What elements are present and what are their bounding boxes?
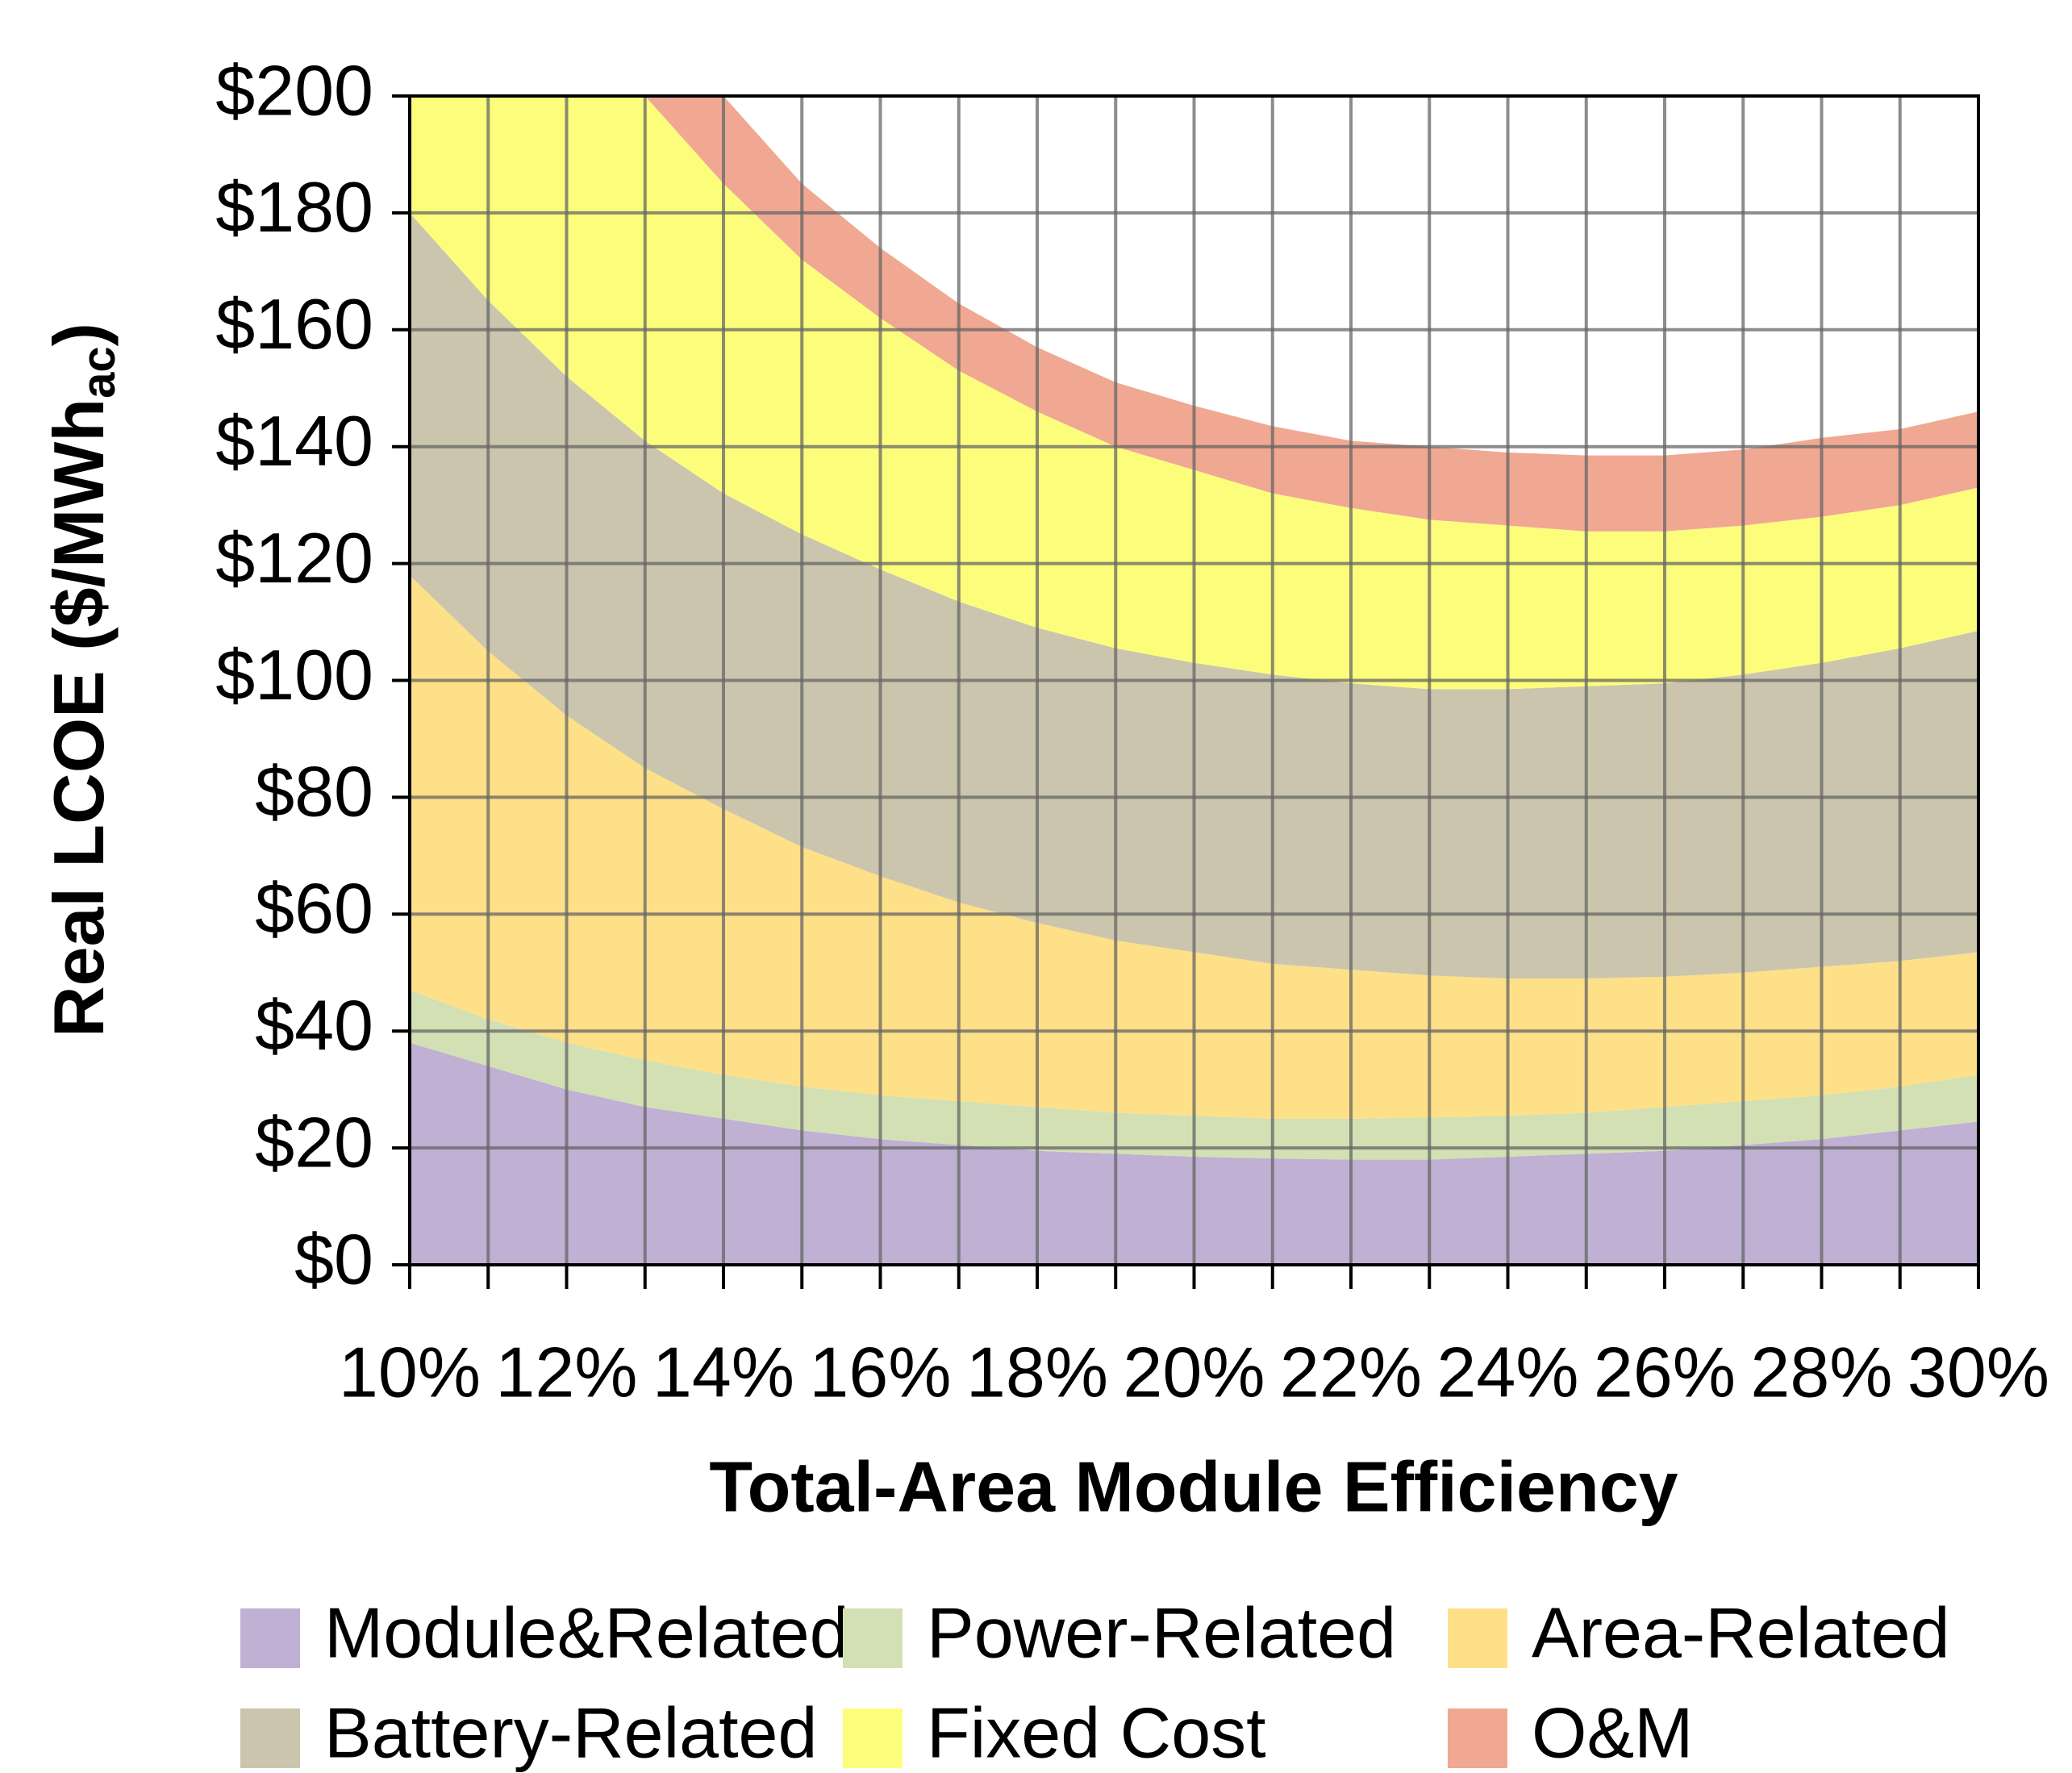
legend-swatch bbox=[240, 1708, 300, 1768]
y-axis-title: Real LCOE ($/MWhac) bbox=[39, 323, 125, 1037]
x-tick-label: 26% bbox=[1594, 1332, 1736, 1412]
x-tick-label: 18% bbox=[966, 1332, 1108, 1412]
y-tick-label: $60 bbox=[255, 869, 373, 949]
legend-swatch bbox=[843, 1708, 903, 1768]
y-tick-label: $100 bbox=[215, 635, 373, 715]
x-tick-label: 22% bbox=[1280, 1332, 1422, 1412]
y-tick-label: $0 bbox=[294, 1219, 373, 1299]
y-tick-label: $20 bbox=[255, 1102, 373, 1182]
legend-label: Module&Related bbox=[324, 1592, 849, 1672]
y-axis-title-end: ) bbox=[39, 323, 119, 346]
legend-label: Battery-Related bbox=[324, 1692, 817, 1772]
y-tick-label: $160 bbox=[215, 284, 373, 364]
x-tick-label: 20% bbox=[1123, 1332, 1265, 1412]
y-tick-label: $180 bbox=[215, 167, 373, 247]
y-tick-label: $40 bbox=[255, 985, 373, 1065]
legend-label: Fixed Cost bbox=[927, 1692, 1266, 1772]
y-tick-label: $140 bbox=[215, 401, 373, 481]
y-axis-title-main: Real LCOE ($/MWh bbox=[39, 398, 119, 1037]
area bbox=[644, 96, 1978, 532]
y-axis-title-sub: ac bbox=[73, 346, 125, 398]
x-tick-label: 24% bbox=[1436, 1332, 1578, 1412]
legend-swatch bbox=[843, 1608, 903, 1668]
x-tick-label: 28% bbox=[1750, 1332, 1892, 1412]
x-axis-title: Total-Area Module Efficiency bbox=[709, 1446, 1678, 1526]
x-tick-label: 16% bbox=[809, 1332, 951, 1412]
y-tick-label: $120 bbox=[215, 518, 373, 598]
legend-label: Area-Related bbox=[1532, 1592, 1950, 1672]
y-tick-label: $80 bbox=[255, 752, 373, 832]
x-tick-label: 10% bbox=[339, 1332, 481, 1412]
legend-label: O&M bbox=[1532, 1692, 1693, 1772]
x-tick-label: 12% bbox=[495, 1332, 637, 1412]
legend-swatch bbox=[1448, 1608, 1507, 1668]
legend-swatch bbox=[240, 1608, 300, 1668]
y-tick-label: $200 bbox=[215, 50, 373, 130]
legend-swatch bbox=[1448, 1708, 1507, 1768]
x-tick-label: 14% bbox=[652, 1332, 794, 1412]
x-tick-label: 30% bbox=[1907, 1332, 2049, 1412]
legend-label: Power-Related bbox=[927, 1592, 1396, 1672]
